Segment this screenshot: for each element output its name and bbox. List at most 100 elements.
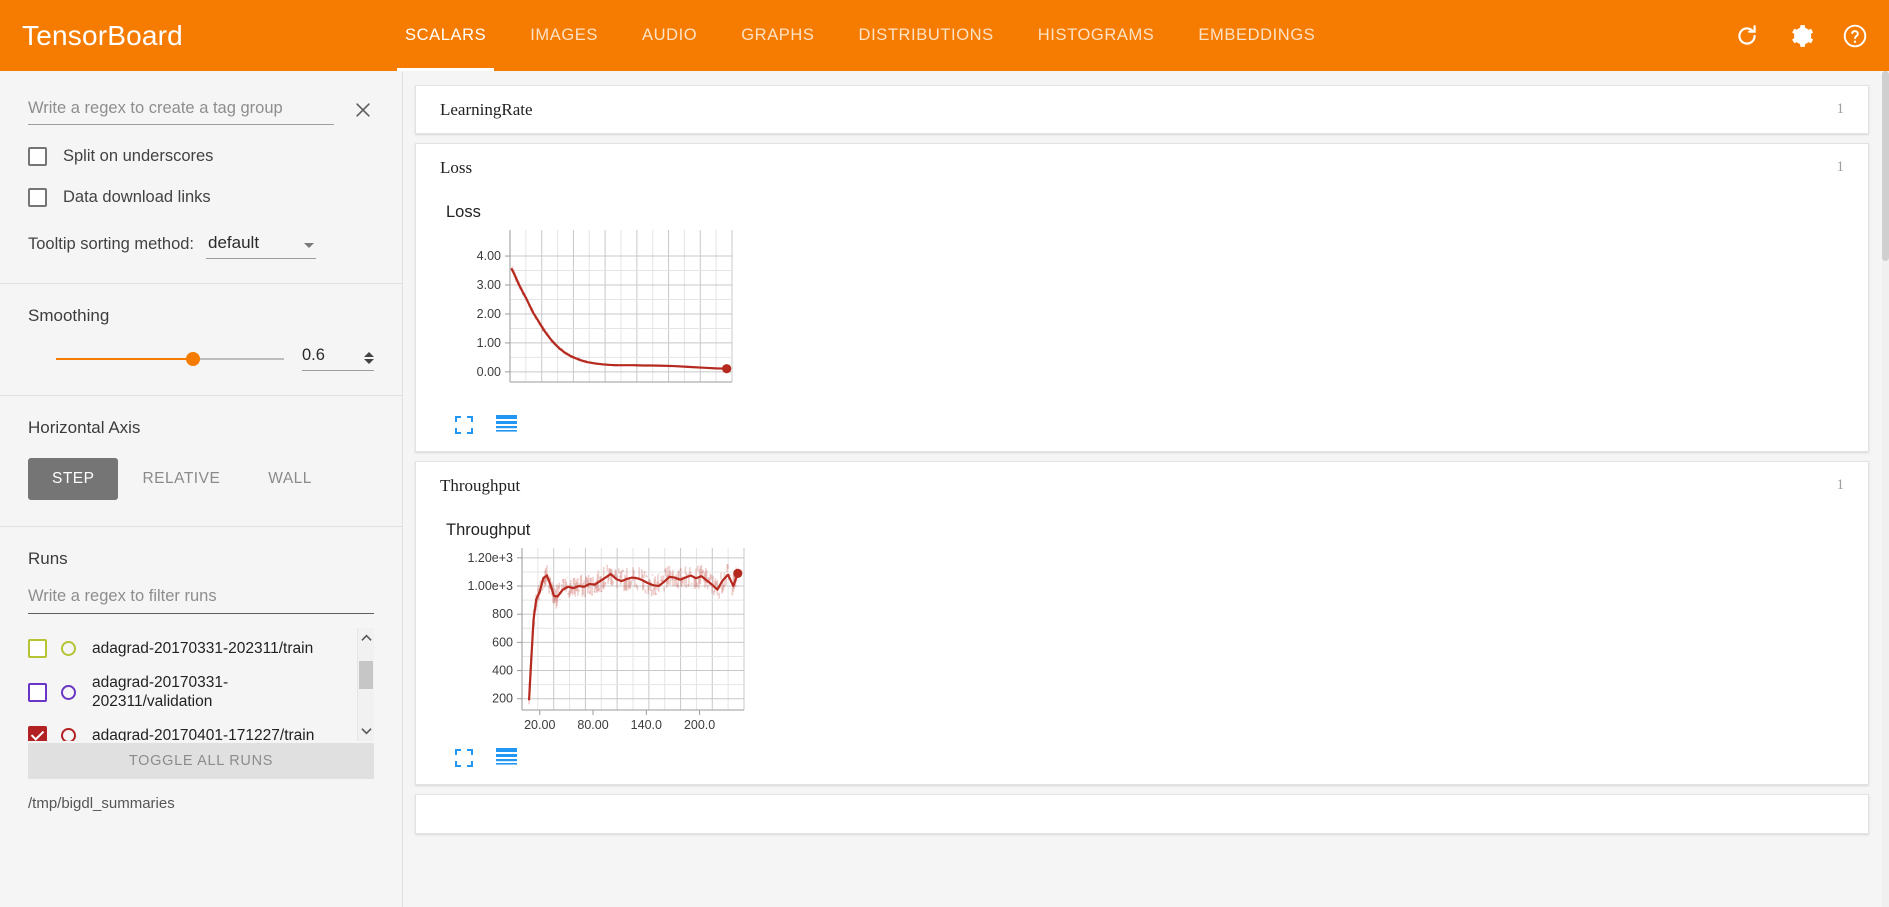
run-item[interactable]: adagrad-20170401-171227/train [28,715,374,741]
card-count-badge: 1 [1836,101,1845,117]
tab-audio[interactable]: AUDIO [620,0,719,71]
tab-label: EMBEDDINGS [1198,26,1316,44]
svg-text:200.0: 200.0 [684,718,715,732]
smoothing-row: 0.6 [0,346,402,371]
run-label: adagrad-20170401-171227/train [92,726,315,741]
svg-text:80.00: 80.00 [577,718,608,732]
toggle-all-runs-button[interactable]: TOGGLE ALL RUNS [28,743,374,779]
scroll-down-icon[interactable] [358,723,374,739]
card-header[interactable]: Loss 1 [416,144,1868,191]
tooltip-sorting-select[interactable]: default [206,233,317,259]
run-color-dot [61,641,76,656]
stepper-up-icon[interactable] [364,352,374,357]
stepper-down-icon[interactable] [364,359,374,364]
page-body: Split on underscores Data download links… [0,71,1889,907]
tab-label: AUDIO [641,26,698,44]
tab-distributions[interactable]: DISTRIBUTIONS [837,0,1016,71]
smoothing-value: 0.6 [302,346,325,364]
card-title: LearningRate [440,99,533,119]
help-icon[interactable] [1841,22,1869,50]
svg-text:1.20e+3: 1.20e+3 [467,551,513,565]
tab-embeddings[interactable]: EMBEDDINGS [1176,0,1337,71]
divider [0,395,402,396]
tab-images[interactable]: IMAGES [508,0,620,71]
chart-throughput[interactable]: 1.20e+3 1.00e+3 800 600 400 200 20.00 80.00 140.… [442,540,832,740]
horizontal-axis-title: Horizontal Axis [28,418,141,437]
chart-title: Loss [446,203,481,221]
run-checkbox[interactable] [28,726,47,741]
data-table-icon[interactable] [496,748,518,770]
card-count-badge: 1 [1836,159,1845,175]
card-header[interactable]: Throughput 1 [416,462,1868,509]
chart-toolbar [416,407,1868,437]
tab-scalars[interactable]: SCALARS [383,0,508,71]
svg-text:2.00: 2.00 [477,307,501,321]
axis-option-relative[interactable]: RELATIVE [142,470,221,487]
smoothing-value-field[interactable]: 0.6 [302,346,374,371]
close-icon[interactable] [350,97,376,123]
svg-text:1.00: 1.00 [477,336,501,350]
axis-option-wall[interactable]: WALL [268,470,312,487]
checkbox-split-on-underscores[interactable]: Split on underscores [0,147,402,166]
main-nav-tabs: SCALARS IMAGES AUDIO GRAPHS DISTRIBUTION… [383,0,1337,71]
tooltip-sorting-label: Tooltip sorting method: [28,235,195,253]
refresh-icon[interactable] [1733,22,1761,50]
svg-text:800: 800 [492,607,513,621]
checkbox-label: Split on underscores [63,147,214,165]
card-body: Throughput 1.20e+3 1.00e+3 800 600 400 200 20.… [416,509,1868,784]
horizontal-axis-options: STEP RELATIVE WALL [0,458,402,500]
expand-icon[interactable] [454,415,476,437]
svg-text:3.00: 3.00 [477,278,501,292]
run-checkbox[interactable] [28,639,47,658]
divider [0,526,402,527]
checkbox-label: Data download links [63,188,211,206]
main-scrollbar[interactable] [1882,71,1889,907]
chart-toolbar [416,740,1868,770]
runs-filter-input[interactable] [28,585,374,614]
run-item[interactable]: adagrad-20170331-202311/train [28,628,374,669]
data-table-icon[interactable] [496,415,518,437]
smoothing-title: Smoothing [28,306,110,325]
chart-throughput-svg: 1.20e+3 1.00e+3 800 600 400 200 20.00 80.00 140.… [467,548,745,732]
card-title: Throughput [440,475,521,495]
svg-text:140.0: 140.0 [631,718,662,732]
smoothing-slider[interactable] [56,349,284,369]
main-scrollbar-thumb[interactable] [1882,71,1889,261]
runs-scrollbar[interactable] [357,628,374,741]
card-title: Loss [440,157,473,177]
checkbox-box[interactable] [28,188,47,207]
tab-histograms[interactable]: HISTOGRAMS [1016,0,1177,71]
smoothing-stepper[interactable] [364,352,374,364]
run-color-dot [61,728,76,741]
svg-text:1.00e+3: 1.00e+3 [467,579,513,593]
run-checkbox[interactable] [28,682,47,702]
card-loss: Loss 1 Loss 4.00 3.00 2.00 1.00 0.00 [415,143,1869,452]
tab-label: HISTOGRAMS [1037,26,1155,44]
checkbox-data-download-links[interactable]: Data download links [0,188,402,207]
card-header[interactable]: LearningRate 1 [416,86,1868,133]
tab-graphs[interactable]: GRAPHS [719,0,836,71]
runs-scrollbar-thumb[interactable] [359,661,373,689]
tooltip-sorting-value: default [208,233,260,252]
app-header: TensorBoard SCALARS IMAGES AUDIO GRAPHS … [0,0,1889,71]
run-item[interactable]: adagrad-20170331-202311/validation [28,669,374,715]
card-body: Loss 4.00 3.00 2.00 1.00 0.00 [416,191,1868,451]
svg-text:0.00: 0.00 [477,365,501,379]
slider-knob[interactable] [185,351,200,366]
scroll-up-icon[interactable] [358,630,374,646]
run-label: adagrad-20170331-202311/validation [92,673,229,710]
card-count-badge: 1 [1836,477,1845,493]
axis-option-step[interactable]: STEP [28,458,119,500]
card-throughput: Throughput 1 Throughput 1.20e+3 1.00e+3 80… [415,461,1869,785]
svg-text:20.00: 20.00 [524,718,555,732]
tag-regex-row [0,71,402,125]
runs-title: Runs [28,549,68,568]
chart-title: Throughput [446,521,531,539]
chart-loss[interactable]: 4.00 3.00 2.00 1.00 0.00 [442,222,832,407]
gear-icon[interactable] [1787,22,1815,50]
tag-regex-input[interactable] [28,97,334,125]
runs-list[interactable]: adagrad-20170331-202311/train adagrad-20… [28,628,374,741]
svg-text:600: 600 [492,635,513,649]
checkbox-box[interactable] [28,147,47,166]
expand-icon[interactable] [454,748,476,770]
